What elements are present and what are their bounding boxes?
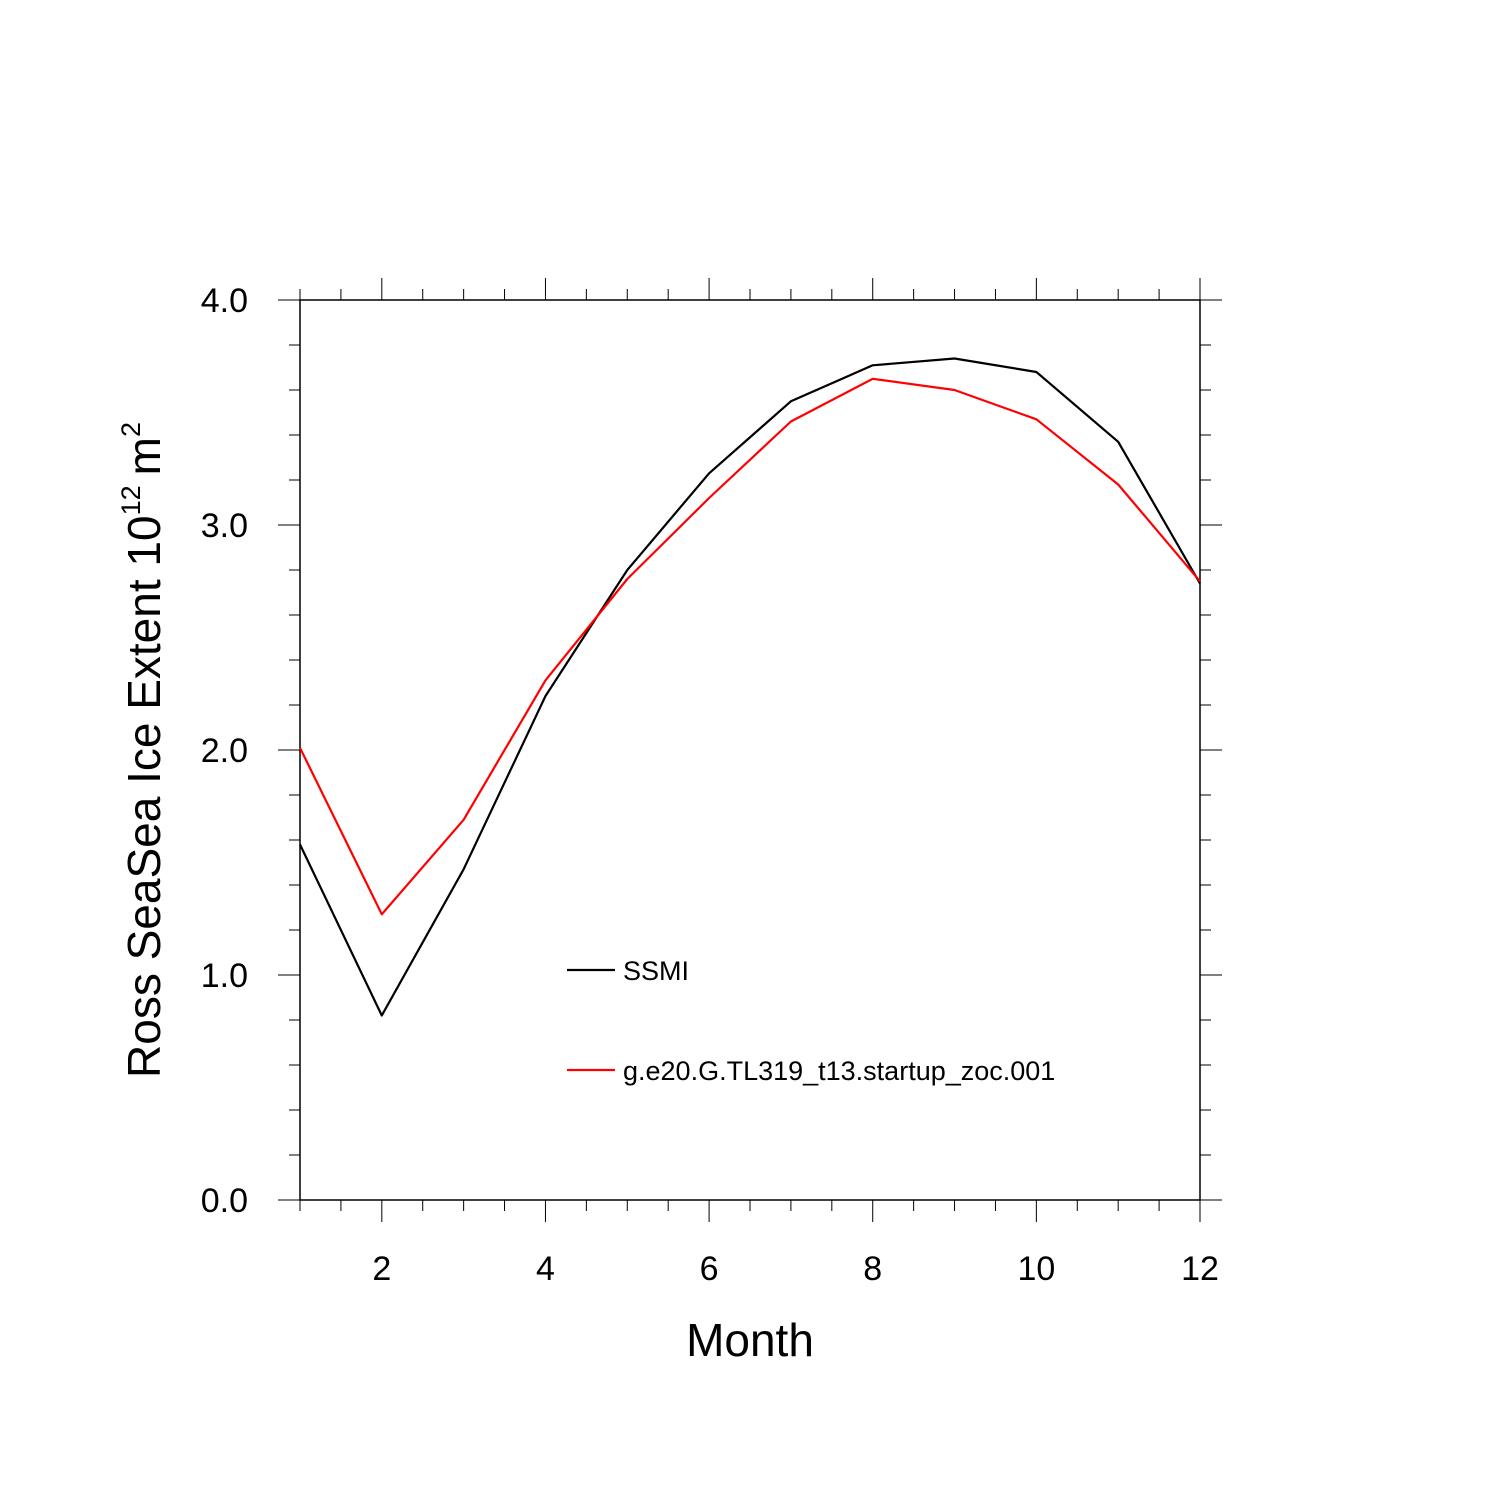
y-axis-title-unit-exponent: 2: [116, 422, 146, 437]
x-tick-labels: 2 4 6 8 10 12: [372, 1250, 1219, 1288]
y-axis-title-main: Ross SeaSea Ice Extent 10: [118, 515, 170, 1078]
y-tick-label: 3.0: [201, 507, 248, 545]
y-tick-label: 2.0: [201, 732, 248, 770]
x-tick-label: 6: [700, 1250, 719, 1288]
y-axis-title: Ross SeaSea Ice Extent 1012 m2: [116, 422, 170, 1078]
data-series: [299, 357, 1201, 1017]
x-tick-label: 12: [1181, 1250, 1219, 1288]
y-tick-label: 0.0: [201, 1182, 248, 1220]
x-tick-label: 4: [536, 1250, 555, 1288]
series-line: [299, 377, 1201, 916]
legend-label: g.e20.G.TL319_t13.startup_zoc.001: [623, 1056, 1055, 1086]
series-line: [299, 357, 1201, 1017]
x-tick-label: 2: [372, 1250, 391, 1288]
x-tick-label: 10: [1017, 1250, 1055, 1288]
legend: SSMI g.e20.G.TL319_t13.startup_zoc.001: [567, 956, 1055, 1086]
axis-ticks: [278, 278, 1222, 1222]
y-tick-labels: 0.0 1.0 2.0 3.0 4.0: [201, 282, 248, 1220]
y-tick-label: 4.0: [201, 282, 248, 320]
y-axis-title-unit: m: [118, 437, 170, 475]
x-axis-title: Month: [686, 1314, 814, 1366]
legend-label: SSMI: [623, 956, 689, 986]
y-axis-title-exponent: 12: [116, 485, 146, 515]
y-tick-label: 1.0: [201, 957, 248, 995]
x-tick-label: 8: [863, 1250, 882, 1288]
